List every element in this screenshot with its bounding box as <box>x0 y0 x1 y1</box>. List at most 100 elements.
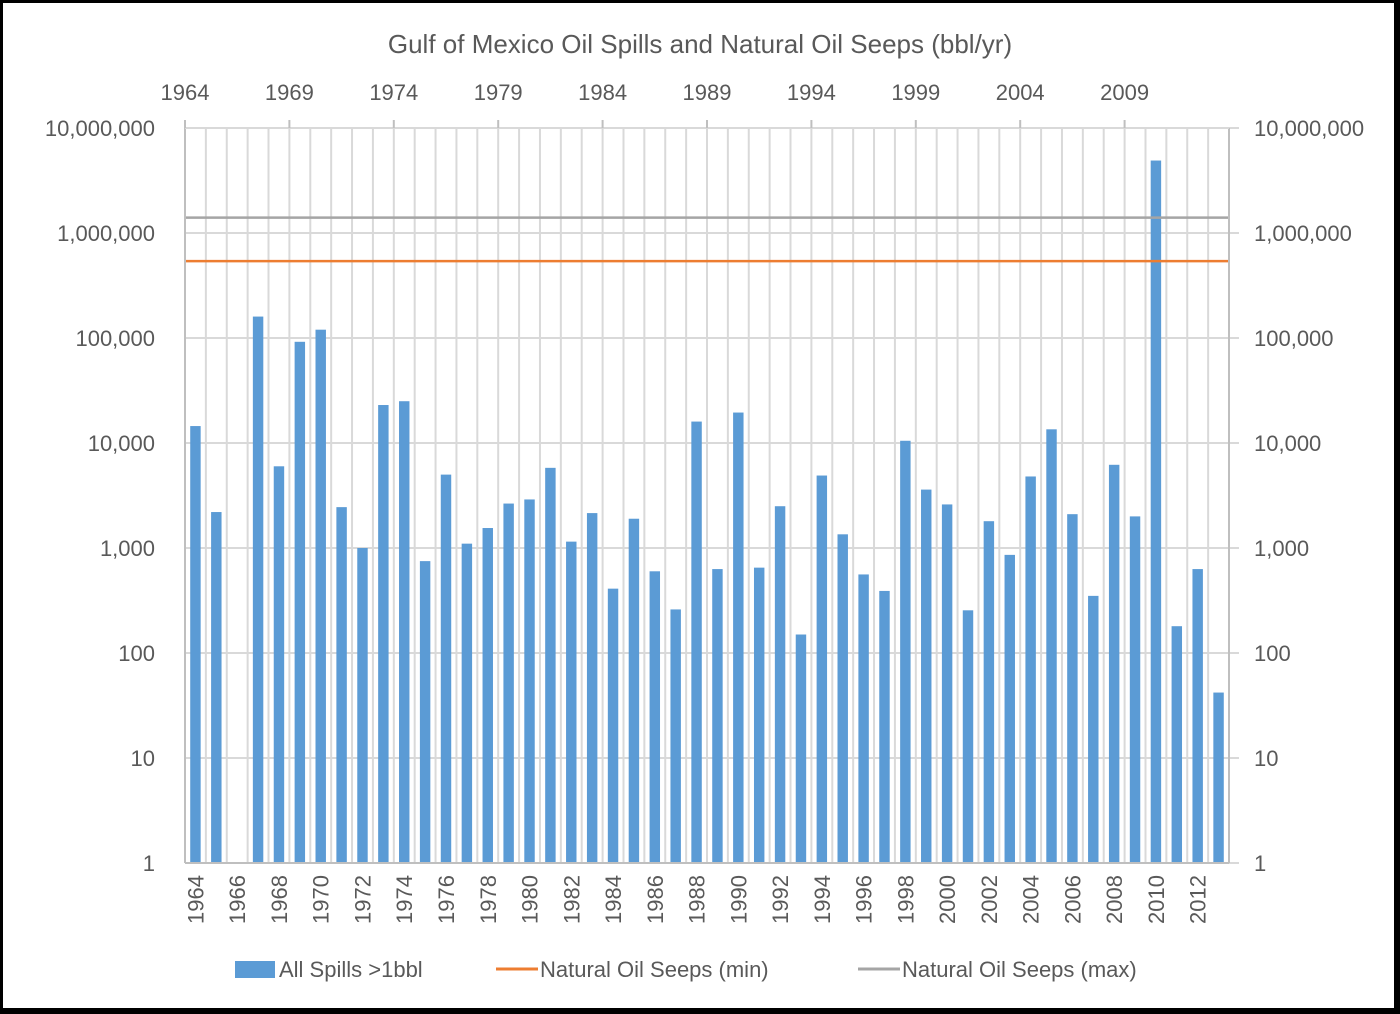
x-tick-label: 1968 <box>267 875 292 924</box>
bar <box>211 512 222 863</box>
x-tick-label: 1990 <box>726 875 751 924</box>
top-x-tick-label: 1964 <box>161 80 210 105</box>
bar <box>1171 626 1183 863</box>
bar <box>1213 692 1224 863</box>
bar <box>294 341 306 864</box>
bar <box>566 541 577 863</box>
bar <box>837 534 848 863</box>
chart-frame: Gulf of Mexico Oil Spills and Natural Oi… <box>3 3 1394 1008</box>
x-tick-label: 1980 <box>518 875 543 924</box>
top-x-tick-label: 2009 <box>1100 80 1149 105</box>
bar <box>733 412 744 863</box>
bar <box>816 475 828 863</box>
y-tick-label-left: 10,000,000 <box>45 116 155 141</box>
x-tick-label: 1984 <box>601 875 626 924</box>
bar <box>879 590 890 863</box>
bar <box>357 548 368 863</box>
x-tick-label: 1986 <box>643 875 668 924</box>
bar <box>336 507 347 863</box>
bar <box>795 634 807 863</box>
bar <box>1088 595 1099 863</box>
bar <box>921 489 932 863</box>
bar <box>399 401 410 863</box>
bar <box>941 504 953 863</box>
x-tick-label: 1996 <box>852 875 877 924</box>
bar <box>1192 569 1203 863</box>
legend-label-spills: All Spills >1bbl <box>279 957 423 982</box>
bar <box>461 543 473 863</box>
y-tick-label-right: 100,000 <box>1254 326 1334 351</box>
bar <box>628 518 640 863</box>
top-x-tick-label: 1974 <box>369 80 418 105</box>
bar <box>753 567 765 863</box>
grid-lines <box>184 127 1239 864</box>
y-tick-label-left: 1,000,000 <box>57 221 155 246</box>
bar <box>774 506 786 863</box>
top-x-tick-label: 2004 <box>996 80 1045 105</box>
bar <box>1150 160 1162 863</box>
bar <box>1129 516 1141 863</box>
x-tick-label: 1976 <box>434 875 459 924</box>
x-tick-label: 2006 <box>1060 875 1085 924</box>
x-tick-label: 1974 <box>392 875 417 924</box>
y-tick-label-right: 1,000 <box>1254 536 1309 561</box>
bar <box>1004 554 1015 863</box>
legend-label-min: Natural Oil Seeps (min) <box>540 957 769 982</box>
bar <box>962 610 974 863</box>
top-x-tick-label: 1984 <box>578 80 627 105</box>
x-tick-label: 2002 <box>977 875 1002 924</box>
y-tick-label-left: 10,000 <box>88 431 155 456</box>
x-tick-label: 1970 <box>309 875 334 924</box>
top-x-tick-label: 1994 <box>787 80 836 105</box>
x-tick-label: 1966 <box>225 875 250 924</box>
bar <box>670 609 681 863</box>
bar <box>524 499 535 863</box>
bar <box>1046 429 1057 863</box>
top-x-tick-label: 1999 <box>891 80 940 105</box>
bar <box>419 561 431 863</box>
x-tick-label: 2004 <box>1019 875 1044 924</box>
top-x-tick-label: 1979 <box>474 80 523 105</box>
bar <box>503 503 514 863</box>
y-tick-label-left: 1,000 <box>100 536 155 561</box>
top-x-tick-label: 1969 <box>265 80 314 105</box>
bar <box>545 467 556 863</box>
y-tick-label-left: 10 <box>131 746 155 771</box>
x-tick-label: 2012 <box>1186 875 1211 924</box>
legend-label-max: Natural Oil Seeps (max) <box>902 957 1137 982</box>
bar <box>900 440 911 863</box>
bar <box>983 521 995 863</box>
chart: Gulf of Mexico Oil Spills and Natural Oi… <box>45 29 1364 982</box>
y-tick-label-right: 100 <box>1254 641 1291 666</box>
bar <box>252 316 264 864</box>
seep-lines <box>185 216 1229 263</box>
y-tick-label-left: 100,000 <box>75 326 155 351</box>
y-tick-label-left: 1 <box>143 851 155 876</box>
bar <box>691 421 702 863</box>
y-tick-label-right: 10,000,000 <box>1254 116 1364 141</box>
x-tick-label: 2008 <box>1102 875 1127 924</box>
bar <box>190 426 201 863</box>
bar <box>273 466 285 863</box>
y-tick-label-right: 1 <box>1254 851 1266 876</box>
top-x-tick-label: 1989 <box>683 80 732 105</box>
x-tick-label: 1972 <box>350 875 375 924</box>
x-tick-label: 1982 <box>559 875 584 924</box>
x-tick-label: 1988 <box>685 875 710 924</box>
bar <box>378 405 389 863</box>
bar <box>482 528 493 863</box>
axes: 1 1 10 10 100 100 1,000 1,000 10,000 10,000 100,00… <box>45 80 1364 924</box>
bar <box>1067 514 1078 863</box>
bar <box>440 474 452 863</box>
chart-title: Gulf of Mexico Oil Spills and Natural Oi… <box>388 29 1012 59</box>
bar <box>649 571 661 863</box>
x-tick-label: 1992 <box>768 875 793 924</box>
bar <box>1025 476 1036 863</box>
bar <box>315 329 326 863</box>
bar <box>1108 464 1120 863</box>
bar-series <box>190 160 1224 864</box>
bar <box>586 513 598 863</box>
y-tick-label-right: 1,000,000 <box>1254 221 1352 246</box>
x-tick-label: 1994 <box>810 875 835 924</box>
x-tick-label: 1964 <box>183 875 208 924</box>
